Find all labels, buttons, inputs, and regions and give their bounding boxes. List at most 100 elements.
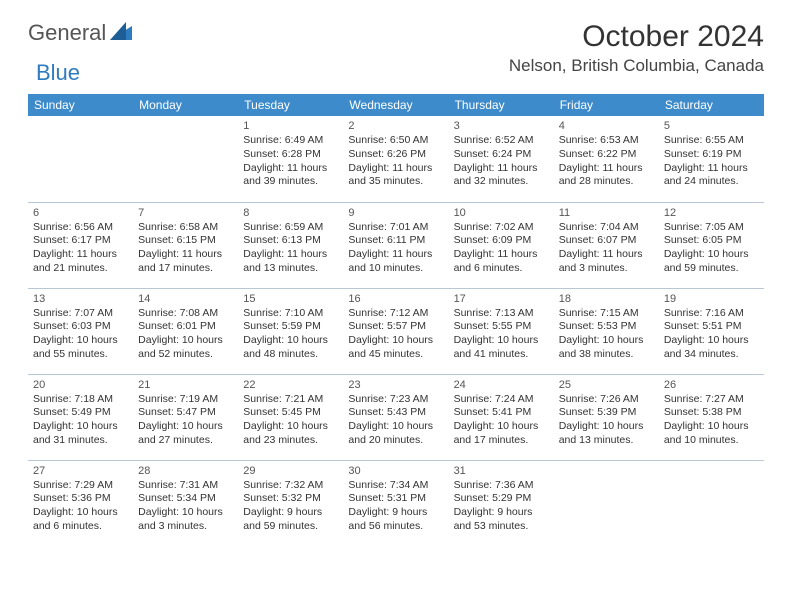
calendar-cell: 2Sunrise: 6:50 AMSunset: 6:26 PMDaylight… [343, 116, 448, 202]
day-detail: Sunset: 6:17 PM [33, 234, 128, 248]
day-detail: Sunset: 5:51 PM [664, 320, 759, 334]
day-detail: Sunrise: 7:18 AM [33, 393, 128, 407]
day-detail: Daylight: 10 hours [138, 334, 233, 348]
day-detail: and 59 minutes. [664, 262, 759, 276]
day-detail: Sunset: 5:32 PM [243, 492, 338, 506]
calendar-row: 27Sunrise: 7:29 AMSunset: 5:36 PMDayligh… [28, 460, 764, 546]
calendar-cell: 22Sunrise: 7:21 AMSunset: 5:45 PMDayligh… [238, 374, 343, 460]
day-detail: Daylight: 11 hours [33, 248, 128, 262]
day-detail: Daylight: 11 hours [559, 248, 654, 262]
day-detail: and 45 minutes. [348, 348, 443, 362]
day-detail: Sunset: 5:49 PM [33, 406, 128, 420]
day-detail: and 13 minutes. [243, 262, 338, 276]
logo-mark-icon [110, 22, 132, 45]
calendar-cell [659, 460, 764, 546]
day-detail: Sunrise: 7:21 AM [243, 393, 338, 407]
calendar-row: 1Sunrise: 6:49 AMSunset: 6:28 PMDaylight… [28, 116, 764, 202]
calendar-cell: 27Sunrise: 7:29 AMSunset: 5:36 PMDayligh… [28, 460, 133, 546]
day-number: 26 [664, 378, 759, 392]
day-detail: Sunrise: 7:07 AM [33, 307, 128, 321]
logo-text-general: General [28, 20, 106, 46]
calendar-cell: 24Sunrise: 7:24 AMSunset: 5:41 PMDayligh… [449, 374, 554, 460]
day-number: 15 [243, 292, 338, 306]
calendar-cell: 10Sunrise: 7:02 AMSunset: 6:09 PMDayligh… [449, 202, 554, 288]
logo: General [28, 20, 134, 46]
day-detail: Daylight: 10 hours [33, 334, 128, 348]
day-detail: Sunset: 6:09 PM [454, 234, 549, 248]
day-detail: Daylight: 11 hours [454, 248, 549, 262]
day-detail: Daylight: 11 hours [243, 162, 338, 176]
day-detail: Sunrise: 6:53 AM [559, 134, 654, 148]
day-detail: Sunrise: 6:58 AM [138, 221, 233, 235]
location: Nelson, British Columbia, Canada [509, 56, 764, 76]
day-number: 12 [664, 206, 759, 220]
day-number: 24 [454, 378, 549, 392]
day-detail: Sunset: 6:28 PM [243, 148, 338, 162]
day-detail: Daylight: 11 hours [243, 248, 338, 262]
calendar-cell: 12Sunrise: 7:05 AMSunset: 6:05 PMDayligh… [659, 202, 764, 288]
day-detail: Daylight: 10 hours [348, 334, 443, 348]
calendar-cell: 29Sunrise: 7:32 AMSunset: 5:32 PMDayligh… [238, 460, 343, 546]
col-friday: Friday [554, 94, 659, 116]
calendar-cell: 14Sunrise: 7:08 AMSunset: 6:01 PMDayligh… [133, 288, 238, 374]
logo-text-blue: Blue [36, 60, 80, 86]
day-detail: and 48 minutes. [243, 348, 338, 362]
day-number: 3 [454, 119, 549, 133]
calendar-cell: 1Sunrise: 6:49 AMSunset: 6:28 PMDaylight… [238, 116, 343, 202]
day-detail: Daylight: 9 hours [454, 506, 549, 520]
day-detail: and 59 minutes. [243, 520, 338, 534]
day-number: 28 [138, 464, 233, 478]
day-detail: Sunset: 5:55 PM [454, 320, 549, 334]
day-detail: Sunrise: 7:12 AM [348, 307, 443, 321]
day-detail: Daylight: 10 hours [559, 334, 654, 348]
day-detail: Sunrise: 7:36 AM [454, 479, 549, 493]
day-detail: Sunset: 5:43 PM [348, 406, 443, 420]
day-detail: Daylight: 11 hours [138, 248, 233, 262]
day-detail: Daylight: 10 hours [138, 506, 233, 520]
day-detail: and 10 minutes. [348, 262, 443, 276]
day-detail: and 27 minutes. [138, 434, 233, 448]
day-detail: Sunset: 5:59 PM [243, 320, 338, 334]
calendar-cell: 5Sunrise: 6:55 AMSunset: 6:19 PMDaylight… [659, 116, 764, 202]
calendar-cell: 3Sunrise: 6:52 AMSunset: 6:24 PMDaylight… [449, 116, 554, 202]
day-detail: and 10 minutes. [664, 434, 759, 448]
day-detail: and 24 minutes. [664, 175, 759, 189]
col-wednesday: Wednesday [343, 94, 448, 116]
col-monday: Monday [133, 94, 238, 116]
day-detail: Sunrise: 7:32 AM [243, 479, 338, 493]
calendar-cell: 4Sunrise: 6:53 AMSunset: 6:22 PMDaylight… [554, 116, 659, 202]
calendar-cell: 21Sunrise: 7:19 AMSunset: 5:47 PMDayligh… [133, 374, 238, 460]
day-detail: Sunrise: 7:31 AM [138, 479, 233, 493]
day-detail: Sunrise: 6:50 AM [348, 134, 443, 148]
day-detail: Sunset: 5:29 PM [454, 492, 549, 506]
calendar-cell: 18Sunrise: 7:15 AMSunset: 5:53 PMDayligh… [554, 288, 659, 374]
day-detail: Sunset: 5:41 PM [454, 406, 549, 420]
calendar-cell: 23Sunrise: 7:23 AMSunset: 5:43 PMDayligh… [343, 374, 448, 460]
calendar-cell: 17Sunrise: 7:13 AMSunset: 5:55 PMDayligh… [449, 288, 554, 374]
day-number: 17 [454, 292, 549, 306]
day-detail: Daylight: 10 hours [348, 420, 443, 434]
day-detail: Daylight: 9 hours [348, 506, 443, 520]
col-sunday: Sunday [28, 94, 133, 116]
day-number: 11 [559, 206, 654, 220]
day-detail: Daylight: 10 hours [243, 420, 338, 434]
day-number: 23 [348, 378, 443, 392]
day-detail: Sunset: 5:53 PM [559, 320, 654, 334]
day-number: 29 [243, 464, 338, 478]
calendar-cell: 20Sunrise: 7:18 AMSunset: 5:49 PMDayligh… [28, 374, 133, 460]
month-title: October 2024 [509, 20, 764, 54]
day-number: 9 [348, 206, 443, 220]
col-saturday: Saturday [659, 94, 764, 116]
day-detail: Sunrise: 7:16 AM [664, 307, 759, 321]
calendar-table: Sunday Monday Tuesday Wednesday Thursday… [28, 94, 764, 546]
day-detail: and 3 minutes. [559, 262, 654, 276]
day-detail: Sunrise: 7:10 AM [243, 307, 338, 321]
day-number: 19 [664, 292, 759, 306]
day-detail: and 35 minutes. [348, 175, 443, 189]
day-detail: Sunset: 6:19 PM [664, 148, 759, 162]
day-number: 14 [138, 292, 233, 306]
calendar-body: 1Sunrise: 6:49 AMSunset: 6:28 PMDaylight… [28, 116, 764, 546]
day-detail: Daylight: 11 hours [454, 162, 549, 176]
day-detail: and 55 minutes. [33, 348, 128, 362]
day-detail: and 6 minutes. [454, 262, 549, 276]
